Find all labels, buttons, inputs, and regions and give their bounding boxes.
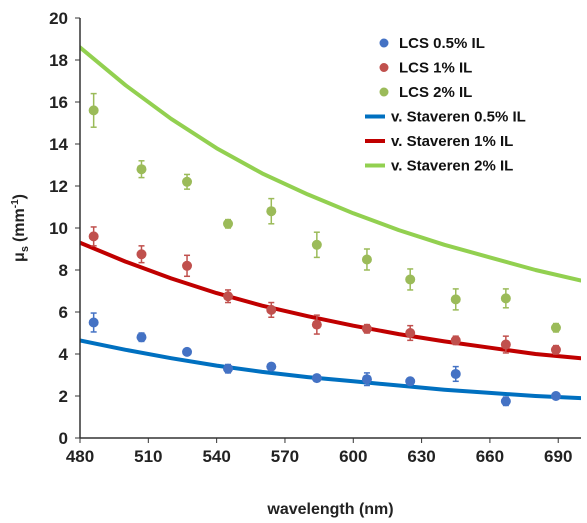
data-point xyxy=(450,335,461,346)
data-point xyxy=(405,274,416,285)
data-point xyxy=(266,361,277,372)
data-point xyxy=(311,319,322,330)
series-line-v-staveren-1-il xyxy=(80,240,581,361)
data-point xyxy=(223,218,234,229)
y-tick-label: 10 xyxy=(49,219,68,238)
data-point xyxy=(266,206,277,217)
x-tick-label: 690 xyxy=(544,447,572,466)
y-axis-label-subscript: s xyxy=(19,246,31,252)
legend-item-lcs-2-il: LCS 2% IL xyxy=(379,84,472,101)
x-tick-label: 660 xyxy=(476,447,504,466)
data-point xyxy=(223,291,234,302)
x-tick-label: 600 xyxy=(339,447,367,466)
y-tick-label: 8 xyxy=(59,261,68,280)
y-tick-label: 2 xyxy=(59,387,68,406)
x-ticks: 480 510 540 570 600 630 660 690 xyxy=(66,438,572,466)
y-tick-label: 20 xyxy=(49,9,68,28)
data-point xyxy=(311,373,322,384)
y-tick-label: 6 xyxy=(59,303,68,322)
x-tick-label: 540 xyxy=(202,447,230,466)
data-point xyxy=(182,176,193,187)
data-point xyxy=(223,363,234,374)
legend-item-v-staveren-2-il: v. Staveren 2% IL xyxy=(365,158,513,175)
data-point xyxy=(361,254,372,265)
y-tick-label: 18 xyxy=(49,51,68,70)
series-line-v-staveren-0-5-il xyxy=(80,338,581,401)
x-tick-label: 480 xyxy=(66,447,94,466)
data-point xyxy=(500,339,511,350)
legend-marker xyxy=(379,38,389,48)
data-point xyxy=(550,344,561,355)
plot-area xyxy=(80,45,581,407)
data-point xyxy=(88,317,99,328)
data-point xyxy=(450,294,461,305)
y-ticks: 0 2 4 6 8 10 12 14 16 18 20 xyxy=(49,9,80,448)
legend-item-lcs-1-il: LCS 1% IL xyxy=(379,60,472,77)
series-points-lcs-2-il xyxy=(88,92,561,333)
x-tick-label: 510 xyxy=(134,447,162,466)
x-tick-label: 630 xyxy=(407,447,435,466)
data-point xyxy=(136,164,147,175)
y-tick-label: 4 xyxy=(59,345,69,364)
data-point xyxy=(405,328,416,338)
legend: LCS 0.5% IL LCS 1% IL LCS 2% IL v. Staveren… xyxy=(365,35,526,175)
legend-marker xyxy=(379,63,389,72)
series-points-lcs-0-5-il xyxy=(88,312,561,407)
data-point xyxy=(500,293,511,304)
y-axis-label-unit: (mm xyxy=(11,208,28,242)
data-point xyxy=(88,105,99,116)
legend-item-v-staveren-0-5-il: v. Staveren 0.5% IL xyxy=(365,109,526,126)
data-point xyxy=(361,374,372,385)
data-point xyxy=(182,346,193,357)
data-point xyxy=(136,332,147,343)
data-point xyxy=(361,323,372,334)
y-tick-label: 14 xyxy=(49,135,68,154)
series-line-v-staveren-2-il xyxy=(80,45,581,283)
legend-label: v. Staveren 0.5% IL xyxy=(391,109,526,126)
data-point xyxy=(450,368,461,379)
data-point xyxy=(136,249,147,260)
y-tick-label: 16 xyxy=(49,93,68,112)
legend-label: LCS 1% IL xyxy=(399,60,472,77)
data-point xyxy=(405,376,416,387)
x-axis-label: wavelength (nm) xyxy=(266,501,393,518)
x-tick-label: 570 xyxy=(271,447,299,466)
data-point xyxy=(266,304,277,315)
y-tick-label: 0 xyxy=(59,429,68,448)
data-point xyxy=(311,239,322,250)
legend-label: LCS 2% IL xyxy=(399,84,472,101)
y-axis-label-symbol: μ xyxy=(11,252,28,262)
legend-label: v. Staveren 2% IL xyxy=(391,158,513,175)
legend-marker xyxy=(379,87,389,97)
legend-item-v-staveren-1-il: v. Staveren 1% IL xyxy=(365,133,513,150)
data-point xyxy=(550,322,561,333)
legend-item-lcs-0-5-il: LCS 0.5% IL xyxy=(379,35,485,52)
legend-label: v. Staveren 1% IL xyxy=(391,133,513,150)
y-tick-label: 12 xyxy=(49,177,68,196)
data-point xyxy=(182,260,193,271)
data-point xyxy=(88,231,99,242)
y-axis-label: μs (mm-1) xyxy=(10,194,31,262)
y-axis-label-exponent: -1 xyxy=(10,199,21,208)
axes xyxy=(79,18,581,439)
data-point xyxy=(500,396,511,407)
series-points-lcs-1-il xyxy=(88,226,561,355)
data-point xyxy=(550,391,561,401)
y-axis-label-close: ) xyxy=(11,194,28,199)
legend-label: LCS 0.5% IL xyxy=(399,35,485,52)
